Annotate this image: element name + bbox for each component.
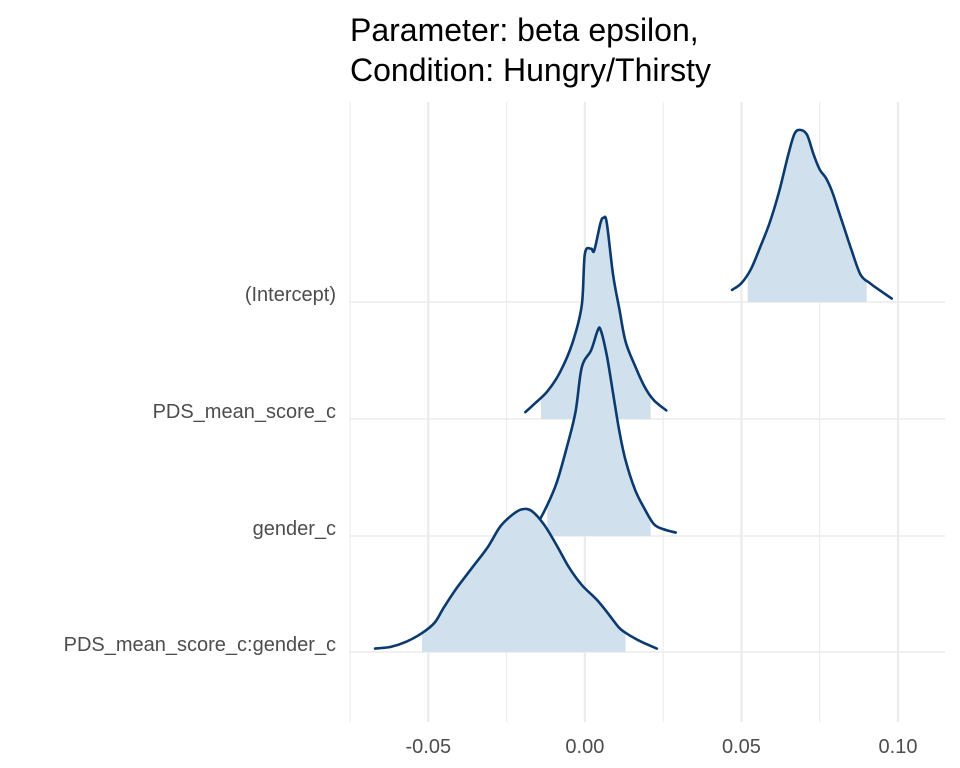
x-tick-label-2: 0.05 <box>722 736 761 758</box>
x-axis-labels: -0.05 0.00 0.05 0.10 <box>405 736 917 758</box>
ridge-interval-fill-1 <box>541 216 651 419</box>
y-tick-label-2: gender_c <box>253 518 336 540</box>
x-tick-label-0: -0.05 <box>405 736 451 758</box>
x-tick-label-1: 0.00 <box>565 736 604 758</box>
row-baselines <box>350 301 945 653</box>
y-tick-label-0: (Intercept) <box>245 284 336 306</box>
ridge-interval-fill-3 <box>422 508 626 652</box>
density-ridges <box>373 128 894 652</box>
y-axis-labels: (Intercept) PDS_mean_score_c gender_c PDS_m… <box>64 284 336 656</box>
ridge-density-line-2 <box>527 326 677 534</box>
y-tick-label-1: PDS_mean_score_c <box>153 401 336 423</box>
ridge-0 <box>730 128 894 302</box>
ridge-density-line-3 <box>373 507 659 650</box>
ridge-2 <box>527 326 677 536</box>
chart-title-line-1: Parameter: beta epsilon, <box>350 12 699 48</box>
ridge-interval-fill-0 <box>747 129 867 302</box>
y-tick-label-3: PDS_mean_score_c:gender_c <box>64 634 336 656</box>
ridge-density-line-1 <box>524 215 668 414</box>
ridge-3 <box>373 507 659 652</box>
ridge-interval-fill-2 <box>547 327 651 536</box>
chart-title: Parameter: beta epsilon, Condition: Hung… <box>350 12 711 88</box>
chart-title-line-2: Condition: Hungry/Thirsty <box>350 52 711 88</box>
x-tick-label-3: 0.10 <box>879 736 918 758</box>
ridge-1 <box>524 215 668 419</box>
ridge-density-line-0 <box>730 128 894 300</box>
